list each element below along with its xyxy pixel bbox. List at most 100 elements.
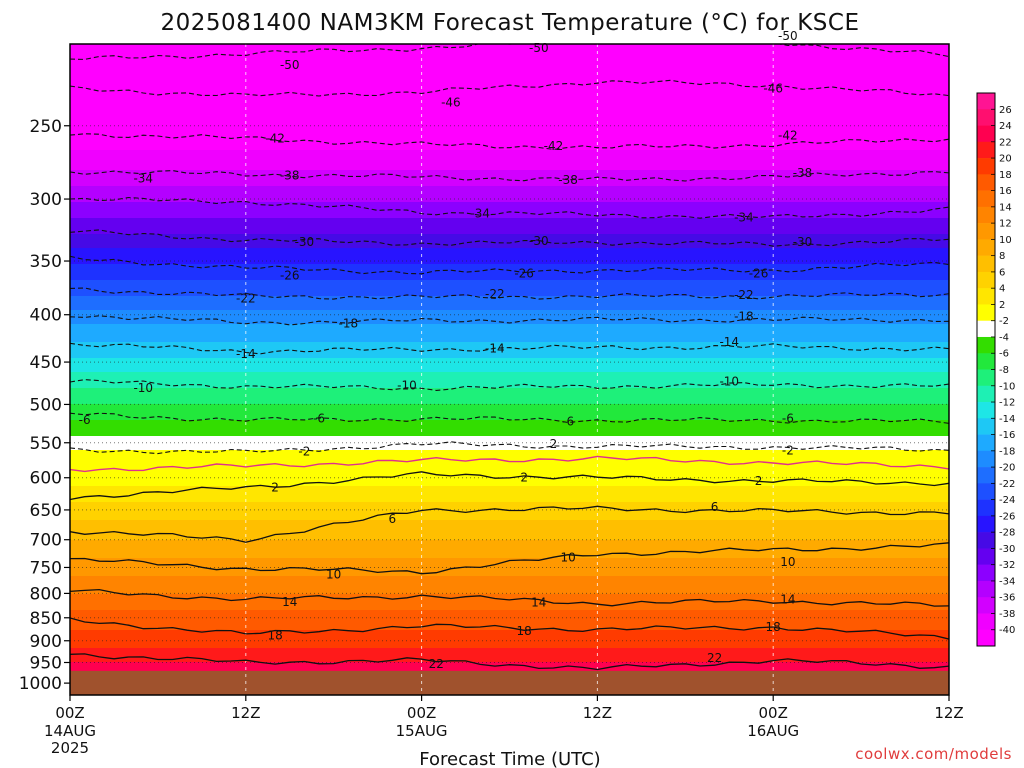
temperature-band <box>70 44 949 47</box>
y-tick-label: 1000 <box>19 674 62 694</box>
temperature-band <box>70 138 949 141</box>
colorbar-swatch <box>977 141 995 159</box>
temperature-band <box>70 440 949 443</box>
temperature-band <box>70 456 949 459</box>
colorbar-swatch <box>977 271 995 289</box>
colorbar-label: -26 <box>999 511 1015 522</box>
temperature-band <box>70 624 949 627</box>
temperature-band <box>70 246 949 249</box>
isotherm-label: 18 <box>517 624 532 638</box>
isotherm-label: -10 <box>397 379 417 393</box>
x-tick-label: 00Z <box>55 704 84 722</box>
temperature-band <box>70 100 949 103</box>
temperature-band <box>70 134 949 137</box>
temperature-band <box>70 444 949 447</box>
temperature-band <box>70 582 949 585</box>
colorbar-label: 24 <box>999 121 1012 132</box>
isotherm-labels: -50 -50 -50 -46 -46 -42 -42 -42 -38 -38 -38 -34 -34 -… <box>79 29 813 671</box>
temperature-band <box>70 312 949 315</box>
colorbar-label: 10 <box>999 235 1012 246</box>
colorbar-swatch <box>977 418 995 435</box>
y-tick-label: 700 <box>30 531 62 551</box>
temperature-band <box>70 170 949 173</box>
temperature-band <box>70 144 949 147</box>
isotherm-label: -26 <box>280 269 300 283</box>
temperature-band <box>70 184 949 187</box>
temperature-band <box>70 412 949 415</box>
isotherm-line <box>70 441 949 455</box>
temperature-band <box>70 192 949 195</box>
y-tick-label: 950 <box>30 653 62 673</box>
temperature-band <box>70 588 949 591</box>
colorbar-swatch <box>977 385 995 403</box>
temperature-band <box>70 66 949 69</box>
isotherm-line <box>70 287 949 300</box>
temperature-band <box>70 552 949 555</box>
temperature-band <box>70 528 949 531</box>
temperature-band <box>70 104 949 107</box>
temperature-band <box>70 120 949 123</box>
temperature-band <box>70 410 949 413</box>
temperature-band <box>70 394 949 397</box>
temperature-band <box>70 536 949 539</box>
temperature-band <box>70 422 949 425</box>
temperature-band <box>70 194 949 197</box>
temperature-band <box>70 348 949 351</box>
temperature-band <box>70 282 949 285</box>
colorbar-swatch <box>977 304 995 322</box>
colorbar-label: -28 <box>999 528 1015 539</box>
colorbar-label: 16 <box>999 186 1012 197</box>
y-tick-label: 500 <box>30 395 62 415</box>
temperature-band <box>70 202 949 205</box>
temperature-band <box>70 340 949 343</box>
temperature-band <box>70 62 949 65</box>
temperature-band <box>70 334 949 337</box>
temperature-band <box>70 408 949 411</box>
temperature-band <box>70 360 949 363</box>
temperature-band <box>70 478 949 481</box>
temperature-band <box>70 214 949 217</box>
temperature-band <box>70 108 949 111</box>
colorbar-swatch <box>977 613 995 631</box>
temperature-band <box>70 60 949 63</box>
colorbar-label: -20 <box>999 463 1015 474</box>
temperature-band <box>70 366 949 369</box>
temperature-band <box>70 632 949 635</box>
temperature-band <box>70 616 949 619</box>
plot-area <box>70 44 949 673</box>
temperature-band <box>70 576 949 579</box>
x-tick-sublabel: 15AUG <box>396 722 448 740</box>
temperature-band <box>70 668 949 671</box>
isotherm-line <box>70 412 949 424</box>
temperature-band <box>70 76 949 79</box>
y-tick-label: 300 <box>30 190 62 210</box>
isotherm-line <box>70 653 949 671</box>
x-axis-title: Forecast Time (UTC) <box>419 749 600 768</box>
temperature-band <box>70 356 949 359</box>
temperature-band <box>70 656 949 659</box>
colorbar-label: -16 <box>999 430 1015 441</box>
temperature-band <box>70 600 949 603</box>
temperature-band <box>70 492 949 495</box>
colorbar-swatch <box>977 597 995 614</box>
isotherm-label: -42 <box>265 131 285 145</box>
colorbar-swatch <box>977 93 995 110</box>
temperature-band <box>70 662 949 665</box>
temperature-band <box>70 644 949 647</box>
isotherm-label: -50 <box>529 41 549 55</box>
temperature-band <box>70 604 949 607</box>
temperature-band <box>70 466 949 469</box>
isotherm-label: -6 <box>79 413 91 427</box>
colorbar-label: -8 <box>999 365 1009 376</box>
temperature-band <box>70 426 949 429</box>
temperature-band <box>70 654 949 657</box>
temperature-band <box>70 652 949 655</box>
isotherm-label: -42 <box>778 128 798 142</box>
temperature-band <box>70 550 949 553</box>
temperature-band <box>70 200 949 203</box>
temperature-band <box>70 534 949 537</box>
temperature-band <box>70 372 949 375</box>
temperature-band <box>70 518 949 521</box>
isotherm-line <box>70 170 949 182</box>
temperature-band <box>70 384 949 387</box>
